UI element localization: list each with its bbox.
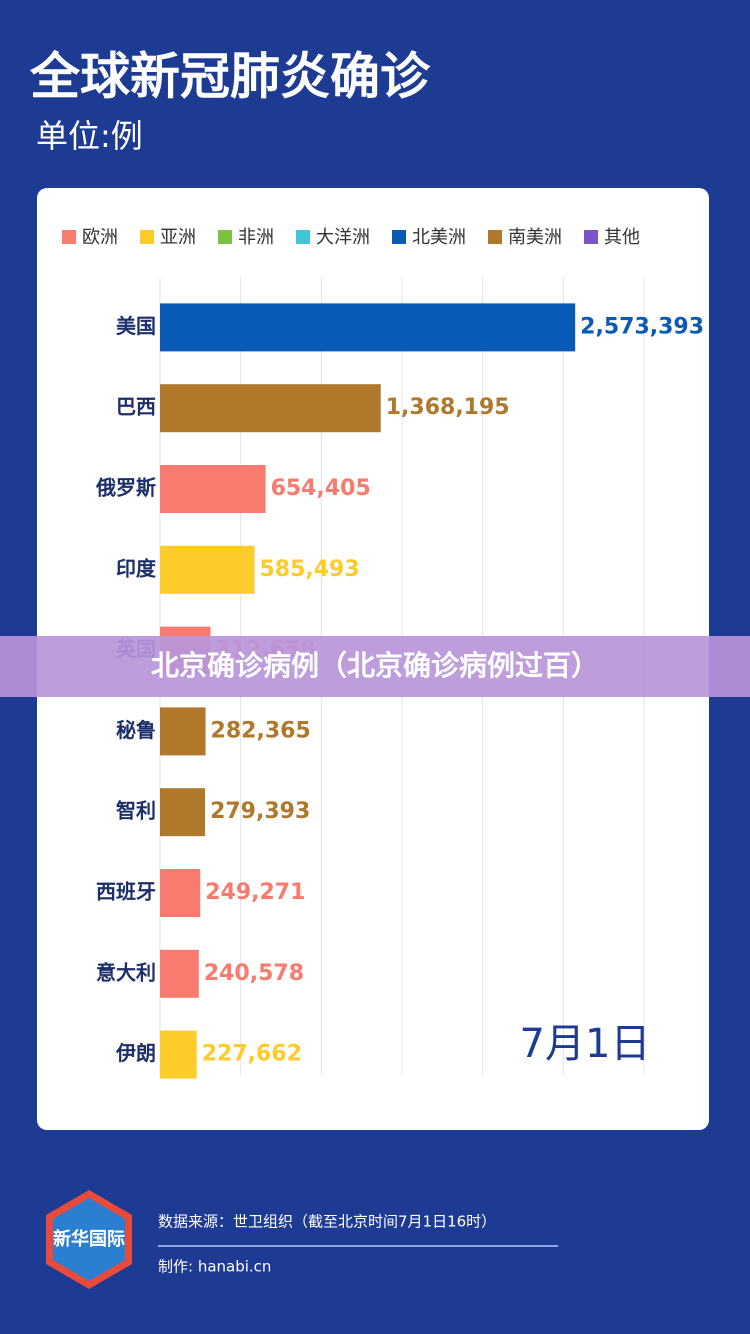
legend-label: 欧洲: [82, 227, 118, 248]
legend-swatch: [62, 230, 76, 244]
legend-label: 南美洲: [508, 227, 562, 248]
banner-text: 北京确诊病例（北京确诊病例过百）: [151, 649, 599, 682]
legend-swatch: [218, 230, 232, 244]
source: 数据来源：世卫组织（截至北京时间7月1日16时）: [158, 1213, 496, 1231]
value-label: 585,493: [259, 557, 359, 582]
legend-label: 北美洲: [412, 227, 466, 248]
maker: 制作: hanabi.cn: [158, 1258, 271, 1276]
legend-label: 亚洲: [160, 227, 196, 248]
category-label: 巴西: [116, 395, 156, 419]
bar: [160, 303, 576, 352]
legend-swatch: [296, 230, 310, 244]
unit: 单位:例: [36, 117, 143, 155]
legend-label: 非洲: [238, 227, 274, 248]
category-label: 意大利: [96, 960, 156, 984]
bar: [160, 869, 201, 917]
category-label: 美国: [116, 314, 156, 338]
category-label: 西班牙: [96, 880, 156, 904]
category-label: 伊朗: [115, 1041, 156, 1065]
value-label: 279,393: [210, 799, 310, 824]
value-label: 1,368,195: [386, 395, 510, 420]
value-label: 240,578: [204, 961, 304, 986]
category-label: 印度: [116, 556, 157, 580]
legend-swatch: [488, 230, 502, 244]
bar: [160, 465, 266, 513]
value-label: 282,365: [211, 718, 311, 743]
value-label: 654,405: [271, 476, 371, 501]
date-annotation: 7月1日: [520, 1021, 651, 1067]
legend-label: 大洋洲: [316, 227, 370, 248]
logo-inner: [53, 1198, 125, 1281]
legend-swatch: [584, 230, 598, 244]
category-label: 俄罗斯: [95, 476, 156, 500]
banner: [0, 636, 750, 697]
legend-swatch: [392, 230, 406, 244]
bar: [160, 1030, 197, 1079]
value-label: 227,662: [202, 1042, 302, 1067]
bar: [160, 707, 206, 756]
legend-label: 其他: [604, 227, 640, 248]
value-label: 2,573,393: [580, 314, 704, 339]
bar: [160, 384, 381, 433]
title: 全球新冠肺炎确诊: [29, 48, 431, 106]
category-label: 智利: [116, 799, 156, 823]
logo-text: 新华国际: [53, 1228, 125, 1250]
value-label: 249,271: [205, 880, 305, 905]
bar: [160, 545, 255, 594]
bar: [160, 788, 206, 837]
legend-swatch: [140, 230, 154, 244]
category-label: 秘鲁: [116, 718, 156, 742]
bar: [160, 949, 199, 998]
